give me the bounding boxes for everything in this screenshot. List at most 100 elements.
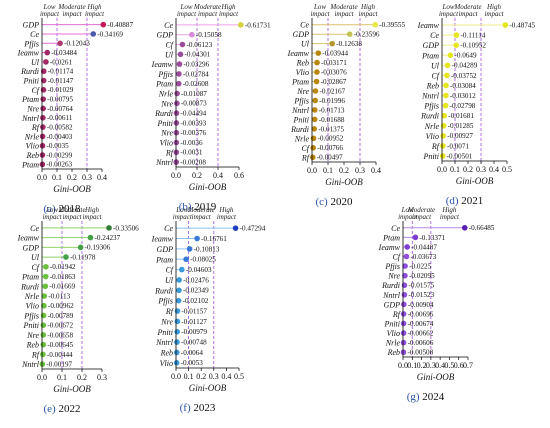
dot bbox=[173, 120, 180, 126]
dot bbox=[174, 308, 181, 314]
dot bbox=[412, 234, 419, 241]
value-label: -0.03752 bbox=[451, 72, 477, 80]
dot bbox=[87, 234, 94, 241]
value-label: -0.0035 bbox=[47, 142, 70, 150]
dot bbox=[402, 263, 408, 269]
dot bbox=[43, 264, 49, 270]
tick-label: 0.0 bbox=[37, 373, 47, 382]
dot bbox=[442, 102, 449, 109]
dot bbox=[403, 253, 410, 260]
value-label: -0.0649 bbox=[454, 52, 477, 60]
value-label: -0.00393 bbox=[180, 119, 206, 127]
value-label: -0.02784 bbox=[183, 70, 209, 78]
dot bbox=[439, 153, 446, 159]
dot bbox=[400, 320, 407, 327]
value-label: -0.03296 bbox=[183, 61, 209, 69]
category-label: Ptam bbox=[21, 95, 39, 104]
dot bbox=[404, 244, 410, 250]
zone-label-low: Low impact bbox=[40, 3, 60, 18]
category-label: Nntrl bbox=[382, 291, 401, 300]
value-label: -0.00662 bbox=[408, 329, 434, 337]
dot bbox=[174, 100, 180, 107]
value-label: -0.61731 bbox=[245, 21, 271, 29]
tick-label: 0.5 bbox=[234, 372, 244, 381]
category-label: Vlio bbox=[160, 139, 173, 148]
dot bbox=[502, 22, 509, 28]
x-axis-label: Gini-OOB bbox=[53, 384, 91, 394]
category-label: Rf bbox=[392, 310, 402, 319]
dot bbox=[312, 97, 318, 104]
tick-label: 0.5 bbox=[502, 165, 512, 174]
category-label: Ce bbox=[300, 21, 309, 30]
value-label: -0.00952 bbox=[318, 135, 344, 143]
value-label: -0.01029 bbox=[48, 86, 74, 94]
value-label: -0.04289 bbox=[452, 62, 478, 70]
category-label: Nre bbox=[296, 87, 309, 96]
value-label: -0.16761 bbox=[201, 235, 227, 243]
category-label: Cf bbox=[392, 253, 401, 262]
dot bbox=[40, 105, 46, 112]
dot bbox=[440, 133, 447, 139]
dot bbox=[314, 69, 320, 75]
dot bbox=[106, 225, 112, 231]
value-label: -0.0053 bbox=[181, 359, 204, 367]
category-label: Rf bbox=[165, 148, 175, 157]
tick-label: 0.4 bbox=[221, 372, 231, 381]
dot bbox=[311, 126, 318, 132]
value-label: -0.10952 bbox=[460, 42, 486, 50]
category-label: Pfjis bbox=[157, 297, 173, 306]
dot bbox=[186, 246, 193, 252]
category-label: Ul bbox=[431, 61, 440, 70]
dot bbox=[441, 112, 447, 119]
value-label: -0.04301 bbox=[185, 51, 211, 59]
value-label: -0.00674 bbox=[408, 320, 434, 328]
tick-label: 0.2 bbox=[339, 166, 349, 175]
panel-caption: (g) 2024 bbox=[407, 391, 445, 403]
tick-label: 0.5 bbox=[444, 361, 454, 370]
zone-label-high: High impact bbox=[85, 3, 105, 18]
category-label: Nre bbox=[160, 129, 173, 138]
dot bbox=[400, 311, 407, 317]
dot bbox=[77, 244, 84, 251]
tick-label: 0.0 bbox=[437, 165, 447, 174]
zone-label-high: High impact bbox=[82, 206, 102, 221]
value-label: -0.00606 bbox=[408, 339, 434, 347]
zone-label-moderate: Moderate impact bbox=[57, 206, 85, 221]
dot bbox=[40, 322, 47, 329]
zone-label-moderate: Moderate impact bbox=[187, 206, 215, 221]
value-label: -0.13371 bbox=[419, 234, 445, 242]
dot bbox=[175, 80, 182, 87]
dot bbox=[310, 135, 317, 142]
dot bbox=[444, 62, 451, 69]
dot bbox=[443, 92, 449, 99]
value-label: -0.00508 bbox=[407, 349, 433, 357]
dot bbox=[400, 330, 407, 336]
zone-label-high: High impact bbox=[217, 206, 237, 221]
category-label: Ieamw bbox=[151, 60, 174, 69]
tick-label: 0.1 bbox=[57, 373, 67, 382]
category-label: Rurdi bbox=[20, 282, 39, 291]
tick-label: 0.6 bbox=[234, 171, 244, 180]
zone-label-low: Low impact bbox=[177, 3, 197, 18]
zone-label-moderate: Moderate impact bbox=[453, 3, 481, 18]
category-label: Reb bbox=[296, 59, 309, 68]
value-label: -0.06123 bbox=[186, 41, 212, 49]
dot bbox=[310, 145, 317, 151]
value-label: -0.03944 bbox=[322, 50, 348, 58]
value-label: -0.24237 bbox=[94, 234, 120, 242]
tick-label: 0.1 bbox=[323, 166, 333, 175]
value-label: -0.00696 bbox=[408, 310, 434, 318]
category-label: Ul bbox=[301, 40, 310, 49]
dot bbox=[40, 332, 47, 338]
value-label: -0.0031 bbox=[180, 149, 203, 157]
dot bbox=[40, 114, 46, 121]
dot bbox=[176, 287, 182, 294]
category-label: Pniti bbox=[422, 152, 439, 161]
tick-label: 0.1 bbox=[184, 372, 194, 381]
category-label: Ptam bbox=[155, 80, 173, 89]
category-label: GDP bbox=[293, 30, 310, 39]
dot bbox=[174, 339, 180, 345]
category-label: Ce bbox=[30, 30, 39, 39]
